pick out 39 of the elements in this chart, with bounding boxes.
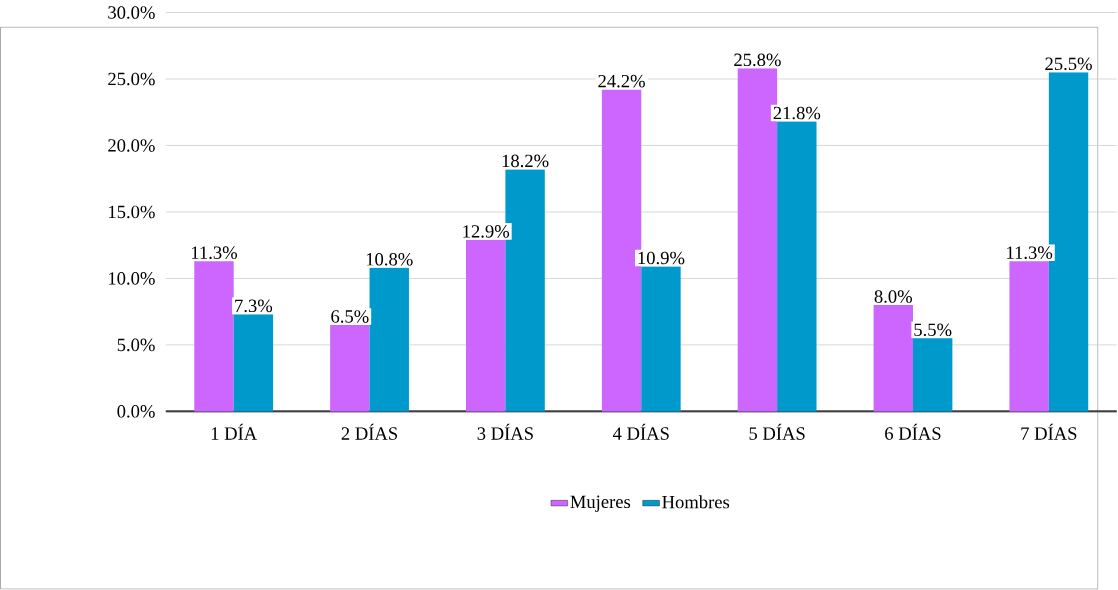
x-tick-label: 4 DÍAS xyxy=(612,423,669,441)
data-label: 21.8% xyxy=(773,106,821,120)
data-label: 10.8% xyxy=(366,253,413,266)
bar xyxy=(194,261,234,412)
bar xyxy=(873,305,913,412)
data-label: 25.5% xyxy=(1045,57,1092,71)
x-tick-label: 2 DÍAS xyxy=(341,423,398,441)
y-tick-label: 15.0% xyxy=(109,205,155,219)
y-tick-label: 30.0% xyxy=(108,6,155,20)
legend-label: Mujeres xyxy=(570,495,631,513)
bar xyxy=(777,121,817,412)
data-label: 8.0% xyxy=(874,290,912,304)
y-tick-label: 5.0% xyxy=(117,338,155,352)
y-tick-label: 25.0% xyxy=(108,72,155,86)
x-tick-label: 3 DÍAS xyxy=(477,423,533,441)
data-label: 10.9% xyxy=(638,251,685,265)
data-label: 18.2% xyxy=(502,154,549,168)
data-label: 11.3% xyxy=(191,246,238,260)
bar xyxy=(369,268,409,412)
y-tick-label: 10.0% xyxy=(109,272,155,285)
x-tick-label: 6 DÍAS xyxy=(885,423,941,441)
bar xyxy=(330,325,370,412)
data-label: 11.3% xyxy=(1007,246,1053,260)
y-tick-label: 20.0% xyxy=(108,139,155,152)
data-label: 25.8% xyxy=(734,53,781,67)
data-label: 12.9% xyxy=(463,225,510,238)
data-label: 7.3% xyxy=(235,299,273,313)
data-label: 5.5% xyxy=(914,323,952,337)
bar xyxy=(912,338,953,412)
bar xyxy=(233,314,274,412)
x-tick-label: 7 DÍAS xyxy=(1021,423,1077,441)
bar xyxy=(466,240,506,412)
data-label: 6.5% xyxy=(331,310,369,324)
bar xyxy=(1009,261,1049,412)
y-tick-label: 0.0% xyxy=(117,405,155,418)
x-tick-label: 1 DÍA xyxy=(211,423,258,440)
x-tick-label: 5 DÍAS xyxy=(749,423,805,441)
legend-label: Hombres xyxy=(662,495,730,509)
data-label: 24.2% xyxy=(598,75,645,88)
